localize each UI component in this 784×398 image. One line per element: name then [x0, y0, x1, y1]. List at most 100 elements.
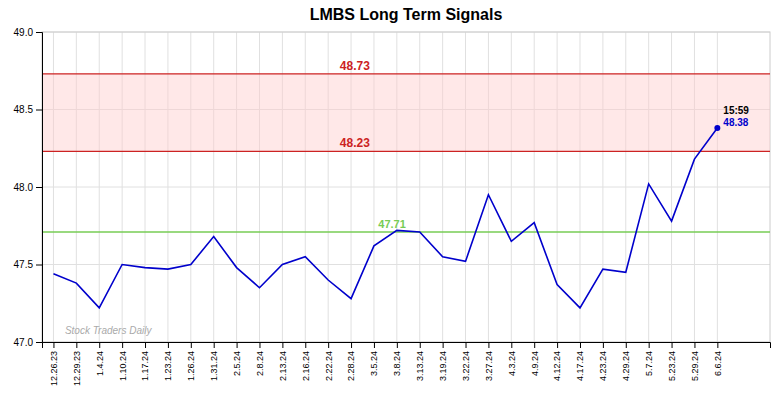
last-point — [714, 125, 720, 131]
tick-mark — [76, 342, 77, 348]
tick-label: 47.5 — [14, 259, 34, 270]
tick-mark — [36, 110, 42, 111]
tick-label: 2.16.24 — [301, 351, 311, 381]
tick-label: 6.6.24 — [713, 351, 723, 376]
tick: 4.12.24 — [552, 342, 562, 381]
hline — [42, 151, 770, 152]
tick-mark — [488, 342, 489, 348]
tick: 5.29.24 — [690, 342, 700, 381]
x-axis: 12.26.23 12.29.23 1.4.24 1.10.24 1.17.24 1.23… — [43, 342, 771, 386]
hline-label: 47.71 — [378, 218, 406, 230]
tick-label: 2.5.24 — [232, 351, 242, 376]
tick-mark — [694, 342, 695, 348]
tick-mark — [649, 342, 650, 348]
tick-mark — [443, 342, 444, 348]
tick: 3.19.24 — [438, 342, 448, 381]
chart: 47.0 47.5 48.0 48.5 49.0 12.26.23 12.29.23 1.4.… — [0, 0, 784, 398]
tick: 2.16.24 — [301, 342, 311, 381]
tick: 5.7.24 — [644, 342, 654, 376]
tick-label: 1.4.24 — [95, 351, 105, 376]
watermark: Stock Traders Daily — [65, 325, 153, 336]
tick: 1.23.24 — [163, 342, 173, 381]
tick-mark — [557, 342, 558, 348]
tick-mark — [351, 342, 352, 348]
tick: 47.0 — [14, 337, 42, 348]
tick-mark — [36, 32, 42, 33]
tick-label: 1.10.24 — [118, 351, 128, 381]
tick: 2.5.24 — [232, 342, 242, 376]
tick-label: 48.5 — [14, 104, 34, 115]
tick-mark — [374, 342, 375, 348]
tick: 2.28.24 — [346, 342, 356, 381]
tick-label: 1.31.24 — [209, 351, 219, 381]
tick-mark — [145, 342, 146, 348]
y-axis: 47.0 47.5 48.0 48.5 49.0 — [14, 27, 43, 348]
tick-label: 5.23.24 — [667, 351, 677, 381]
annotation: 15:59 — [723, 105, 749, 116]
tick: 1.31.24 — [209, 342, 219, 381]
tick: 2.8.24 — [255, 342, 265, 376]
tick: 12.26.23 — [49, 342, 59, 386]
tick-mark — [259, 342, 260, 348]
tick: 3.8.24 — [392, 342, 402, 376]
tick: 1.10.24 — [118, 342, 128, 381]
tick: 4.3.24 — [507, 342, 517, 376]
tick-mark — [282, 342, 283, 348]
grid-line — [42, 264, 770, 265]
tick-label: 3.27.24 — [484, 351, 494, 381]
tick: 1.4.24 — [95, 342, 105, 376]
tick-mark — [466, 342, 467, 348]
tick-label: 4.9.24 — [530, 351, 540, 376]
tick-label: 3.19.24 — [438, 351, 448, 381]
tick-mark — [237, 342, 238, 348]
tick-label: 4.12.24 — [552, 351, 562, 381]
tick-label: 3.8.24 — [392, 351, 402, 376]
plot: 47.0 47.5 48.0 48.5 49.0 12.26.23 12.29.23 1.4.… — [14, 27, 771, 386]
tick: 4.23.24 — [598, 342, 608, 381]
tick: 2.13.24 — [278, 342, 288, 381]
tick-mark — [717, 342, 718, 348]
tick-mark — [36, 187, 42, 188]
tick-mark — [53, 342, 54, 348]
tick: 4.29.24 — [621, 342, 631, 381]
tick: 12.29.23 — [72, 342, 82, 386]
tick: 48.0 — [14, 182, 42, 193]
tick-mark — [214, 342, 215, 348]
hline-label: 48.73 — [340, 59, 370, 73]
tick-label: 4.3.24 — [507, 351, 517, 376]
tick-label: 12.26.23 — [49, 351, 59, 386]
tick: 48.5 — [14, 104, 42, 115]
tick: 3.5.24 — [369, 342, 379, 376]
tick-label: 4.29.24 — [621, 351, 631, 381]
line — [53, 128, 717, 308]
marks — [42, 74, 770, 308]
tick-label: 12.29.23 — [72, 351, 82, 386]
tick-mark — [603, 342, 604, 348]
tick-mark — [626, 342, 627, 348]
hline — [42, 73, 770, 74]
tick: 1.17.24 — [140, 342, 150, 381]
tick-label: 1.26.24 — [186, 351, 196, 381]
tick-mark — [99, 342, 100, 348]
tick-mark — [122, 342, 123, 348]
tick-label: 4.23.24 — [598, 351, 608, 381]
tick-label: 5.7.24 — [644, 351, 654, 376]
tick: 49.0 — [14, 27, 42, 38]
tick-label: 1.17.24 — [140, 351, 150, 381]
tick: 6.6.24 — [713, 342, 723, 376]
tick-label: 3.22.24 — [461, 351, 471, 381]
tick: 4.17.24 — [575, 342, 585, 381]
tick-label: 1.23.24 — [163, 351, 173, 381]
tick-label: 2.8.24 — [255, 351, 265, 376]
tick-label: 3.5.24 — [369, 351, 379, 376]
tick-mark — [672, 342, 673, 348]
tick-label: 3.13.24 — [415, 351, 425, 381]
tick-mark — [36, 342, 42, 343]
tick-mark — [305, 342, 306, 348]
tick-label: 4.17.24 — [575, 351, 585, 381]
tick-mark — [397, 342, 398, 348]
plot-frame — [42, 32, 770, 342]
tick-mark — [168, 342, 169, 348]
tick: 2.22.24 — [324, 342, 334, 381]
annotation: 48.38 — [723, 117, 748, 128]
